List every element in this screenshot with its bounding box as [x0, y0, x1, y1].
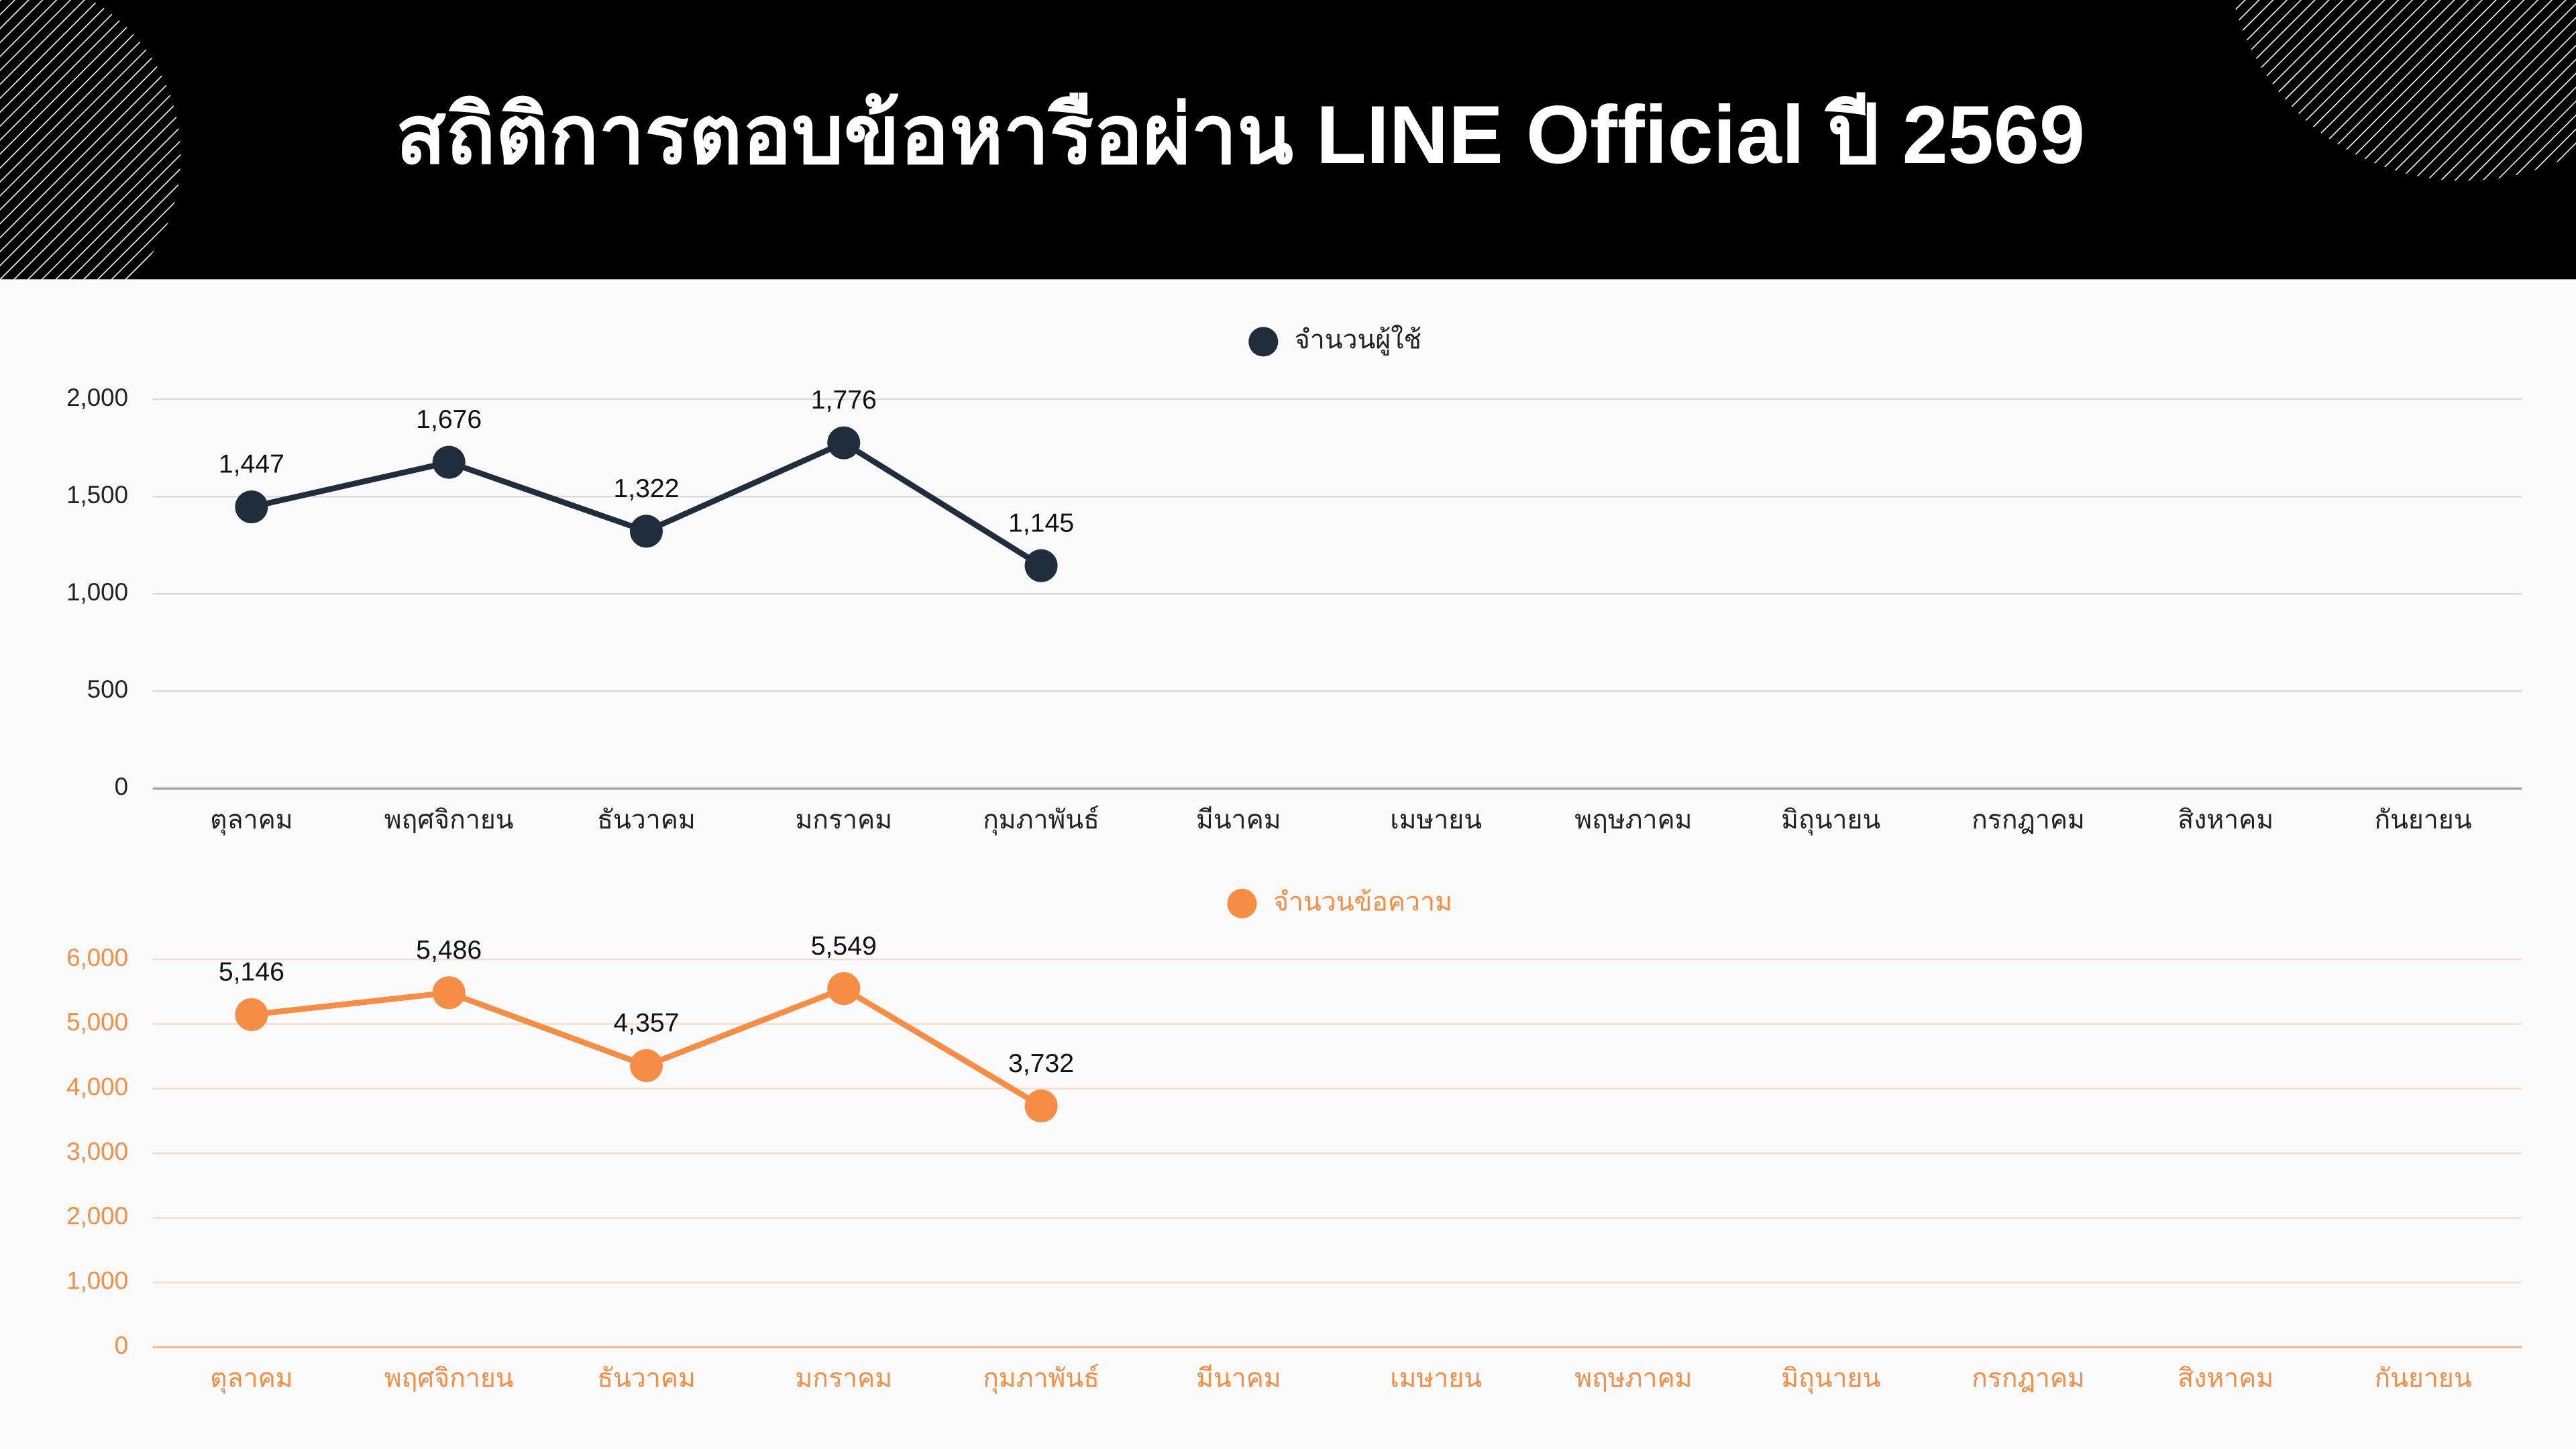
x-tick-label: เมษายน — [1390, 1364, 1482, 1393]
data-point — [432, 976, 466, 1010]
data-label: 1,676 — [416, 405, 482, 434]
y-tick-label: 5,000 — [66, 1008, 128, 1036]
data-point — [827, 426, 861, 460]
x-tick-label: กันยายน — [2374, 806, 2471, 835]
y-tick-label: 4,000 — [66, 1073, 128, 1101]
x-tick-label: กันยายน — [2374, 1364, 2471, 1393]
x-tick-label: มิถุนายน — [1781, 1364, 1880, 1394]
x-tick-label: กรกฎาคม — [1972, 806, 2085, 835]
x-tick-label: ตุลาคม — [210, 1364, 292, 1394]
data-point — [235, 490, 268, 524]
data-label: 1,447 — [219, 450, 284, 479]
data-label: 5,486 — [416, 936, 482, 965]
data-label: 1,145 — [1008, 508, 1074, 537]
y-tick-label: 2,000 — [66, 1202, 128, 1230]
y-tick-label: 6,000 — [66, 944, 128, 971]
x-tick-label: มีนาคม — [1196, 1364, 1281, 1393]
data-point — [432, 445, 466, 479]
hatched-circle — [2233, 0, 2576, 181]
x-tick-label: มิถุนายน — [1781, 806, 1880, 836]
legend-marker — [1248, 327, 1279, 357]
data-label: 4,357 — [613, 1009, 679, 1038]
data-label: 5,146 — [219, 958, 284, 987]
y-tick-label: 1,500 — [66, 481, 128, 508]
x-tick-label: พฤษภาคม — [1574, 1364, 1692, 1393]
y-tick-label: 0 — [115, 773, 128, 800]
header-band — [0, 0, 2576, 280]
x-tick-label: มีนาคม — [1196, 806, 1281, 835]
decoration — [0, 0, 2576, 280]
y-tick-label: 3,000 — [66, 1138, 128, 1165]
data-point — [629, 1049, 663, 1082]
data-point — [629, 515, 663, 548]
hatched-circle — [0, 0, 181, 280]
x-tick-label: พฤศจิกายน — [384, 1364, 514, 1393]
data-point — [1024, 1089, 1058, 1123]
legend-marker — [1227, 888, 1257, 918]
x-tick-label: สิงหาคม — [2178, 806, 2273, 835]
y-tick-label: 0 — [115, 1332, 128, 1359]
x-tick-label: ธันวาคม — [597, 1364, 696, 1393]
x-tick-label: มกราคม — [795, 806, 892, 835]
data-point — [827, 972, 861, 1006]
x-tick-label: กรกฎาคม — [1972, 1364, 2085, 1393]
data-label: 5,549 — [811, 932, 877, 961]
y-tick-label: 1,000 — [66, 1267, 128, 1295]
x-tick-label: กุมภาพันธ์ — [983, 1363, 1099, 1394]
x-tick-label: สิงหาคม — [2178, 1364, 2273, 1393]
x-tick-label: ตุลาคม — [210, 806, 292, 836]
x-tick-label: พฤศจิกายน — [384, 806, 514, 835]
y-tick-label: 500 — [87, 676, 128, 703]
page-title: สถิติการตอบข้อหารือผ่าน LINE Official ปี… — [396, 89, 2085, 180]
y-tick-label: 2,000 — [66, 384, 128, 411]
legend-label: จำนวนผู้ใช้ — [1295, 325, 1421, 356]
x-tick-label: มกราคม — [795, 1364, 892, 1393]
x-tick-label: กุมภาพันธ์ — [983, 805, 1099, 836]
legend-label: จำนวนข้อความ — [1273, 888, 1452, 916]
data-label: 1,776 — [811, 386, 877, 415]
y-tick-label: 1,000 — [66, 578, 128, 606]
data-label: 3,732 — [1008, 1049, 1074, 1078]
data-label: 1,322 — [613, 474, 679, 503]
x-tick-label: พฤษภาคม — [1574, 806, 1692, 835]
data-point — [1024, 549, 1058, 582]
data-point — [235, 998, 268, 1031]
x-tick-label: เมษายน — [1390, 806, 1482, 835]
x-tick-label: ธันวาคม — [597, 806, 696, 835]
